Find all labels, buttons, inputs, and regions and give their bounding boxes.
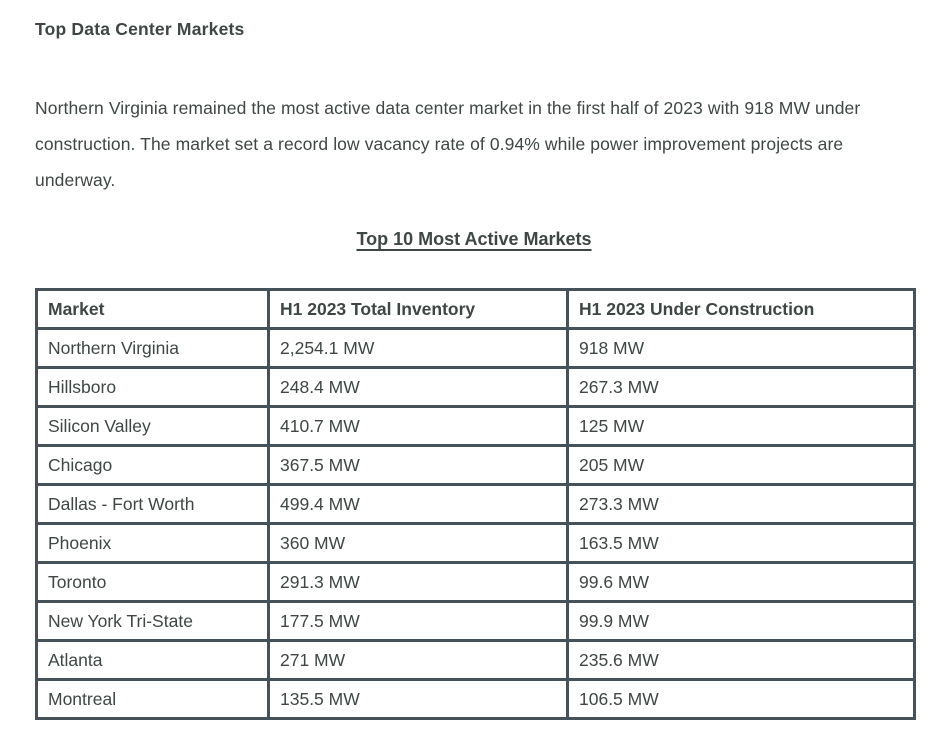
- market-cell: Chicago: [35, 444, 270, 486]
- intro-paragraph: Northern Virginia remained the most acti…: [35, 98, 861, 190]
- market-cell: Hillsboro: [35, 366, 270, 408]
- market-cell: Phoenix: [35, 522, 270, 564]
- total-inventory-cell: 135.5 MW: [267, 678, 569, 720]
- table-row: Silicon Valley 410.7 MW 125 MW: [35, 405, 916, 447]
- table-row: Chicago 367.5 MW 205 MW: [35, 444, 916, 486]
- total-inventory-cell: 248.4 MW: [267, 366, 569, 408]
- total-inventory-cell: 367.5 MW: [267, 444, 569, 486]
- under-construction-cell: 99.9 MW: [566, 600, 916, 642]
- table-row: Atlanta 271 MW 235.6 MW: [35, 639, 916, 681]
- under-construction-cell: 267.3 MW: [566, 366, 916, 408]
- total-inventory-cell: 360 MW: [267, 522, 569, 564]
- market-cell: Atlanta: [35, 639, 270, 681]
- under-construction-cell: 163.5 MW: [566, 522, 916, 564]
- table-row: Northern Virginia 2,254.1 MW 918 MW: [35, 327, 916, 369]
- under-construction-cell: 205 MW: [566, 444, 916, 486]
- market-cell: Dallas - Fort Worth: [35, 483, 270, 525]
- table-row: Phoenix 360 MW 163.5 MW: [35, 522, 916, 564]
- under-construction-cell: 918 MW: [566, 327, 916, 369]
- total-inventory-cell: 177.5 MW: [267, 600, 569, 642]
- market-cell: Montreal: [35, 678, 270, 720]
- under-construction-cell: 273.3 MW: [566, 483, 916, 525]
- under-construction-cell: 125 MW: [566, 405, 916, 447]
- market-cell: Northern Virginia: [35, 327, 270, 369]
- table-title: Top 10 Most Active Markets: [35, 229, 913, 250]
- market-cell: Toronto: [35, 561, 270, 603]
- under-construction-cell: 99.6 MW: [566, 561, 916, 603]
- total-inventory-cell: 410.7 MW: [267, 405, 569, 447]
- table-body: Northern Virginia 2,254.1 MW 918 MW Hillsbo…: [35, 327, 916, 720]
- table-row: Hillsboro 248.4 MW 267.3 MW: [35, 366, 916, 408]
- table-header-row: Market H1 2023 Total Inventory H1 2023 U…: [35, 288, 916, 330]
- under-construction-cell: 235.6 MW: [566, 639, 916, 681]
- market-cell: Silicon Valley: [35, 405, 270, 447]
- total-inventory-cell: 499.4 MW: [267, 483, 569, 525]
- total-inventory-cell: 291.3 MW: [267, 561, 569, 603]
- table-title-text: Top 10 Most Active Markets: [356, 229, 592, 249]
- page-title: Top Data Center Markets: [35, 19, 245, 39]
- total-inventory-cell: 2,254.1 MW: [267, 327, 569, 369]
- table-row: Dallas - Fort Worth 499.4 MW 273.3 MW: [35, 483, 916, 525]
- column-header-total-inventory: H1 2023 Total Inventory: [267, 288, 569, 330]
- market-cell: New York Tri-State: [35, 600, 270, 642]
- column-header-market: Market: [35, 288, 270, 330]
- under-construction-cell: 106.5 MW: [566, 678, 916, 720]
- total-inventory-cell: 271 MW: [267, 639, 569, 681]
- table-row: New York Tri-State 177.5 MW 99.9 MW: [35, 600, 916, 642]
- markets-table: Market H1 2023 Total Inventory H1 2023 U…: [35, 288, 916, 720]
- table-row: Toronto 291.3 MW 99.6 MW: [35, 561, 916, 603]
- table-row: Montreal 135.5 MW 106.5 MW: [35, 678, 916, 720]
- column-header-under-construction: H1 2023 Under Construction: [566, 288, 916, 330]
